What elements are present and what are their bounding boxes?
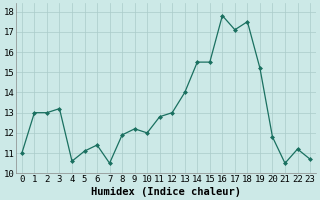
- X-axis label: Humidex (Indice chaleur): Humidex (Indice chaleur): [91, 186, 241, 197]
